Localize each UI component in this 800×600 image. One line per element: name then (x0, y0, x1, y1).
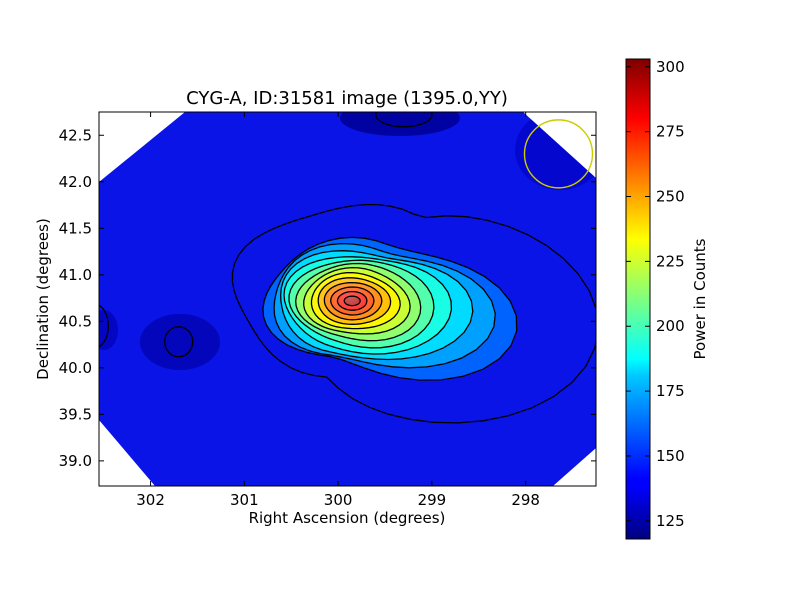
colorbar-ticks: 125 150 175 200 225 250 275 300 (626, 58, 685, 530)
heatmap-dark-left (140, 314, 220, 370)
contour-line (273, 242, 496, 369)
y-tick-label: 40.5 (59, 312, 92, 330)
y-tick-label: 41.5 (59, 219, 92, 237)
colorbar-label: Power in Counts (691, 238, 709, 359)
contour-line (303, 266, 411, 335)
colorbar-tick-label: 200 (656, 317, 685, 335)
heatmap (99, 112, 596, 486)
contour-line (280, 250, 474, 361)
colorbar-tick-label: 175 (656, 382, 685, 400)
contour-line (283, 256, 453, 355)
colorbar: 125 150 175 200 225 250 275 300 Power in Counts (625, 58, 709, 540)
contour-line (317, 277, 392, 325)
plot-area (98, 111, 597, 487)
y-axis-label: Declination (degrees) (34, 218, 52, 380)
contour-line (288, 259, 435, 349)
heatmap-dark-top (340, 112, 460, 136)
x-tick-label: 301 (230, 491, 259, 509)
colorbar-tick-label: 125 (656, 512, 685, 530)
colorbar-tick-label: 275 (656, 123, 685, 141)
x-tick-label: 302 (136, 491, 165, 509)
x-tick-label: 299 (418, 491, 447, 509)
contour-line (330, 286, 375, 316)
y-tick-label: 39.0 (59, 452, 92, 470)
y-axis-ticks: 39.0 39.5 40.0 40.5 41.0 41.5 42.0 42.5 (59, 126, 596, 470)
heatmap-dark-left-edge (99, 310, 118, 350)
y-tick-label: 42.5 (59, 126, 92, 144)
chart-title: CYG-A, ID:31581 image (1395.0,YY) (186, 88, 508, 109)
contour-line (295, 262, 422, 342)
y-tick-label: 40.0 (59, 359, 92, 377)
contour-line-small (99, 304, 109, 348)
contour-line-small (164, 326, 194, 358)
colorbar-tick-label: 250 (656, 188, 685, 206)
colorbar-tick-label: 150 (656, 447, 685, 465)
contour-line (323, 281, 383, 321)
contour-line (262, 236, 518, 381)
contour-line (343, 295, 361, 307)
x-axis-label: Right Ascension (degrees) (249, 509, 446, 527)
contour-line-outer (231, 203, 596, 424)
beam-circle (523, 119, 594, 189)
contour-line (310, 271, 401, 330)
colorbar-tick-label: 225 (656, 252, 685, 270)
y-tick-label: 39.5 (59, 405, 92, 423)
contour-line (336, 290, 368, 311)
x-axis-ticks: 302 301 300 299 298 (136, 112, 540, 509)
x-tick-label: 298 (511, 491, 540, 509)
colorbar-gradient (625, 58, 651, 540)
contour-lines (99, 112, 596, 424)
x-tick-label: 300 (324, 491, 353, 509)
colorbar-tick-label: 300 (656, 58, 685, 76)
axes-frame (98, 111, 597, 487)
y-tick-label: 41.0 (59, 266, 92, 284)
y-tick-label: 42.0 (59, 173, 92, 191)
